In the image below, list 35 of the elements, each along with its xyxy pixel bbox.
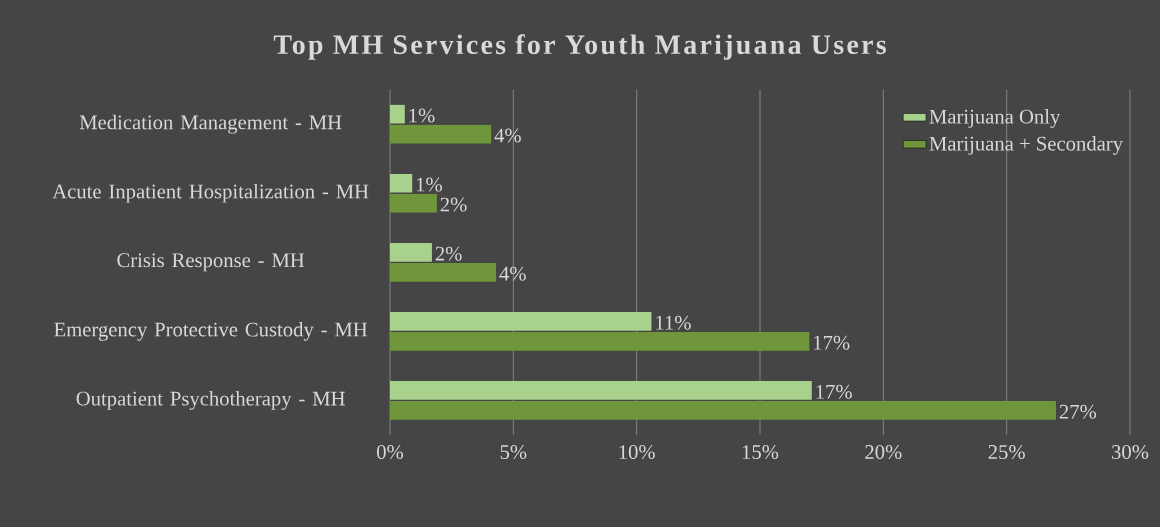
x-tick-label: 25% bbox=[988, 445, 1025, 460]
x-tick-label: 15% bbox=[742, 445, 779, 460]
bar bbox=[390, 262, 497, 282]
data-label: 1% bbox=[409, 108, 435, 123]
x-tick-label: 30% bbox=[1112, 445, 1149, 460]
bar bbox=[390, 381, 812, 400]
data-label: 11% bbox=[656, 315, 691, 330]
bar bbox=[390, 104, 405, 124]
legend-label: Marijuana + Secondary bbox=[929, 136, 1123, 155]
legend-label: Marijuana Only bbox=[929, 109, 1061, 128]
bar bbox=[390, 173, 413, 193]
y-tick-label: Crisis Response - MH bbox=[117, 253, 305, 272]
x-tick-label: 20% bbox=[865, 445, 902, 460]
y-tick-label: Acute Inpatient Hospitalization - MH bbox=[52, 183, 369, 203]
bar bbox=[390, 242, 432, 262]
x-tick-label: 0% bbox=[377, 445, 404, 460]
data-label: 17% bbox=[814, 335, 850, 350]
data-label: 4% bbox=[494, 128, 521, 143]
y-tick-label: Medication Management - MH bbox=[79, 114, 342, 134]
y-tick-label: Outpatient Psychotherapy - MH bbox=[76, 391, 345, 410]
data-label: 4% bbox=[499, 266, 526, 281]
data-label: 2% bbox=[440, 197, 467, 212]
data-label: 1% bbox=[416, 177, 442, 192]
data-label: 27% bbox=[1059, 404, 1097, 419]
y-tick-label: Emergency Protective Custody - MH bbox=[54, 321, 368, 341]
data-label: 2% bbox=[435, 246, 462, 261]
bar bbox=[390, 193, 437, 213]
x-tick-label: 10% bbox=[619, 445, 655, 460]
x-tick-label: 5% bbox=[500, 445, 527, 460]
data-label: 17% bbox=[816, 384, 852, 399]
bar bbox=[390, 124, 492, 144]
bar bbox=[390, 401, 1056, 420]
bar bbox=[390, 332, 810, 351]
bar bbox=[390, 312, 652, 331]
chart-title: Top MH Services for Youth Marijuana Users bbox=[273, 34, 886, 60]
